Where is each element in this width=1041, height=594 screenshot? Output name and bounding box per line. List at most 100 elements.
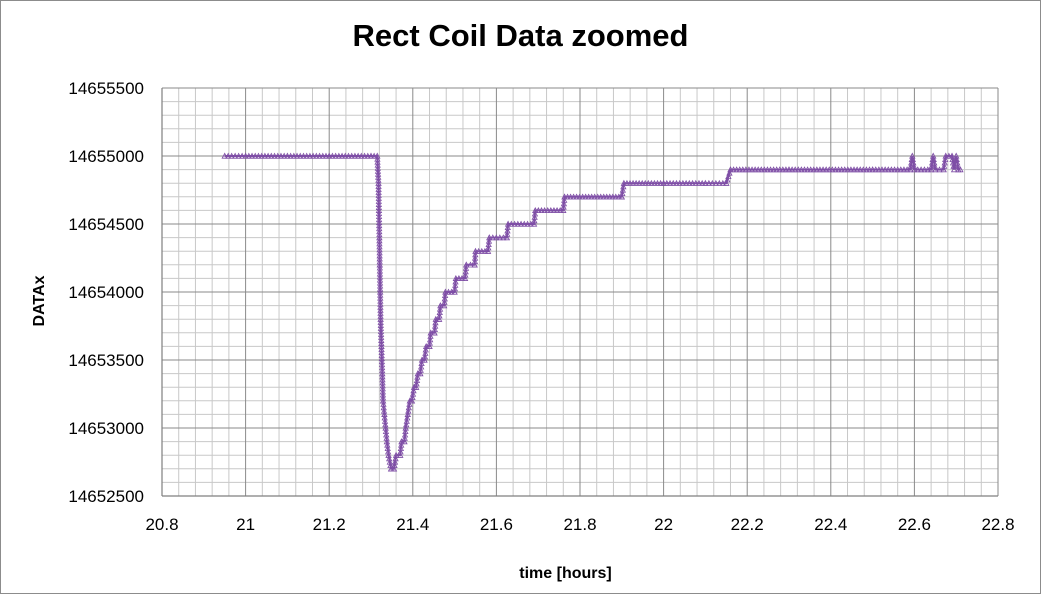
data-marker (377, 330, 385, 337)
data-marker (508, 220, 515, 227)
data-point (618, 193, 626, 200)
data-marker (632, 179, 640, 186)
data-marker (942, 156, 949, 162)
data-marker (405, 404, 412, 411)
data-marker (290, 152, 297, 159)
data-marker (773, 166, 780, 173)
axes (161, 88, 998, 497)
data-marker (375, 176, 382, 183)
data-marker (553, 207, 561, 213)
data-marker (547, 207, 554, 213)
data-marker (436, 312, 443, 319)
data-marker (378, 358, 386, 365)
data-marker (231, 152, 239, 159)
data-point (869, 166, 876, 173)
data-marker (452, 281, 459, 288)
data-marker (377, 303, 384, 310)
data-marker (376, 246, 383, 253)
data-marker (767, 166, 774, 173)
data-marker (376, 279, 384, 286)
series-line (224, 155, 961, 470)
data-marker (261, 152, 269, 159)
data-point (442, 288, 449, 295)
data-marker (448, 288, 455, 295)
data-marker (374, 170, 382, 177)
data-marker (375, 185, 382, 192)
data-marker (945, 152, 953, 159)
data-marker (252, 152, 259, 159)
data-marker (376, 237, 383, 244)
data-point (785, 166, 793, 173)
data-marker (472, 251, 479, 258)
data-marker (376, 252, 383, 259)
data-point (404, 410, 412, 418)
data-point (927, 166, 935, 173)
data-marker (620, 183, 627, 190)
data-marker (832, 166, 839, 173)
data-marker (375, 219, 383, 226)
data-marker (376, 240, 383, 247)
data-marker (804, 166, 811, 173)
data-marker (378, 349, 385, 356)
data-marker (281, 152, 288, 159)
data-marker (875, 166, 883, 173)
data-marker (517, 220, 525, 227)
data-marker (403, 421, 410, 428)
data-marker (376, 228, 383, 235)
data-marker (374, 158, 381, 165)
data-marker (792, 166, 799, 173)
data-marker (626, 179, 634, 186)
data-marker (705, 179, 713, 186)
data-marker (329, 152, 336, 159)
data-marker (881, 166, 889, 173)
data-marker (745, 166, 753, 173)
data-marker (376, 255, 383, 262)
data-marker (888, 166, 895, 173)
data-point (431, 329, 438, 336)
data-marker (426, 339, 433, 346)
data-marker (379, 391, 387, 398)
data-marker (375, 173, 382, 180)
data-point (727, 166, 734, 173)
x-tick-label: 22 (654, 515, 673, 534)
data-marker (375, 182, 382, 189)
x-tick-label: 21.6 (480, 515, 513, 534)
data-marker (847, 166, 855, 173)
data-point (397, 451, 404, 458)
data-marker (475, 247, 482, 254)
data-marker (410, 387, 417, 394)
data-marker (838, 166, 845, 173)
data-marker (376, 222, 383, 229)
data-marker (648, 179, 655, 186)
data-marker (409, 394, 416, 400)
data-marker (297, 152, 304, 159)
data-marker (819, 166, 827, 173)
data-marker (379, 388, 387, 395)
data-point (412, 383, 420, 390)
data-point (463, 261, 470, 268)
data-marker (527, 220, 534, 227)
data-marker (878, 166, 886, 173)
data-marker (375, 194, 382, 201)
data-marker (377, 294, 384, 301)
data-point (504, 220, 512, 227)
data-marker (377, 300, 384, 307)
data-marker (413, 380, 420, 387)
data-marker (619, 186, 627, 193)
data-marker (570, 193, 577, 200)
data-marker (748, 166, 756, 173)
y-tick-label: 14653000 (68, 419, 144, 438)
data-marker (670, 179, 677, 186)
data-marker (629, 179, 637, 186)
data-marker (414, 373, 421, 380)
data-marker (692, 179, 699, 186)
data-marker (600, 193, 607, 200)
data-marker (370, 152, 378, 159)
data-marker (885, 166, 892, 173)
data-marker (550, 207, 558, 213)
x-tick-label: 22.2 (731, 515, 764, 534)
data-marker (300, 152, 307, 159)
data-marker (725, 173, 732, 179)
data-point (532, 206, 539, 214)
data-marker (471, 258, 479, 264)
